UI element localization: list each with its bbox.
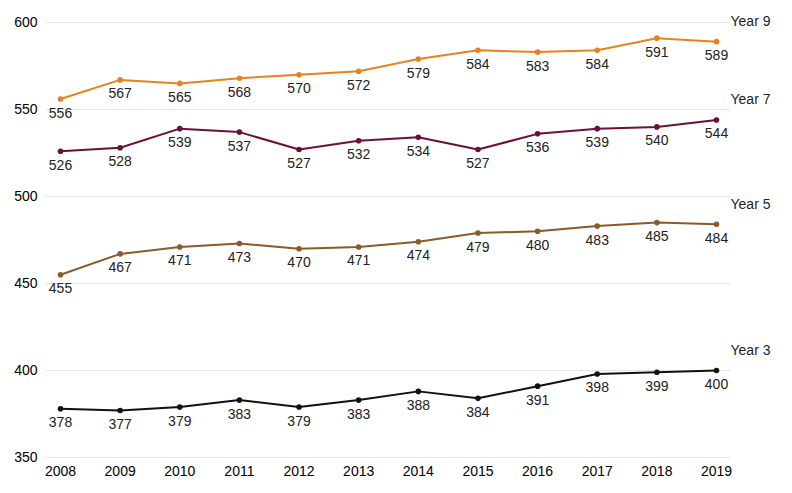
svg-text:391: 391	[526, 392, 550, 408]
svg-text:556: 556	[49, 105, 73, 121]
svg-text:579: 579	[407, 65, 431, 81]
svg-text:479: 479	[466, 239, 490, 255]
svg-text:2009: 2009	[105, 463, 136, 479]
svg-text:377: 377	[108, 416, 132, 432]
svg-text:398: 398	[586, 379, 610, 395]
svg-text:527: 527	[287, 155, 311, 171]
svg-text:536: 536	[526, 139, 550, 155]
svg-text:Year 9: Year 9	[731, 13, 771, 29]
svg-text:2014: 2014	[403, 463, 434, 479]
svg-text:2019: 2019	[701, 463, 732, 479]
svg-text:2013: 2013	[343, 463, 374, 479]
svg-text:591: 591	[645, 44, 669, 60]
svg-text:528: 528	[108, 153, 132, 169]
svg-text:378: 378	[49, 414, 73, 430]
svg-text:526: 526	[49, 157, 73, 173]
svg-text:539: 539	[586, 134, 610, 150]
svg-text:471: 471	[347, 252, 371, 268]
svg-text:379: 379	[168, 413, 192, 429]
svg-text:484: 484	[705, 230, 729, 246]
svg-text:Year 3: Year 3	[731, 342, 771, 358]
svg-text:544: 544	[705, 125, 729, 141]
svg-text:455: 455	[49, 280, 73, 296]
svg-text:399: 399	[645, 378, 669, 394]
svg-text:527: 527	[466, 155, 490, 171]
svg-text:550: 550	[14, 101, 38, 117]
svg-text:470: 470	[287, 254, 311, 270]
svg-text:400: 400	[14, 362, 38, 378]
svg-text:534: 534	[407, 143, 431, 159]
svg-text:532: 532	[347, 146, 371, 162]
svg-text:2018: 2018	[641, 463, 672, 479]
svg-text:539: 539	[168, 134, 192, 150]
svg-text:537: 537	[228, 138, 252, 154]
svg-text:540: 540	[645, 132, 669, 148]
svg-text:2012: 2012	[283, 463, 314, 479]
svg-text:485: 485	[645, 228, 669, 244]
svg-text:450: 450	[14, 275, 38, 291]
svg-text:388: 388	[407, 397, 431, 413]
svg-text:Year 7: Year 7	[731, 91, 771, 107]
svg-text:2015: 2015	[462, 463, 493, 479]
svg-text:473: 473	[228, 249, 252, 265]
svg-text:384: 384	[466, 404, 490, 420]
svg-text:383: 383	[347, 406, 371, 422]
svg-text:500: 500	[14, 188, 38, 204]
svg-text:583: 583	[526, 58, 550, 74]
svg-text:589: 589	[705, 47, 729, 63]
svg-text:350: 350	[14, 449, 38, 465]
svg-text:2010: 2010	[164, 463, 195, 479]
svg-text:379: 379	[287, 413, 311, 429]
svg-text:383: 383	[228, 406, 252, 422]
svg-text:400: 400	[705, 376, 729, 392]
svg-text:Year 5: Year 5	[731, 196, 771, 212]
svg-text:467: 467	[108, 259, 132, 275]
svg-text:2011: 2011	[224, 463, 254, 479]
svg-text:471: 471	[168, 252, 192, 268]
svg-text:2016: 2016	[522, 463, 553, 479]
svg-text:565: 565	[168, 89, 192, 105]
svg-text:480: 480	[526, 237, 550, 253]
svg-text:483: 483	[586, 232, 610, 248]
svg-text:2008: 2008	[45, 463, 76, 479]
svg-text:474: 474	[407, 247, 431, 263]
svg-text:600: 600	[14, 14, 38, 30]
svg-text:584: 584	[586, 56, 610, 72]
svg-text:570: 570	[287, 80, 311, 96]
svg-text:2017: 2017	[582, 463, 613, 479]
svg-text:572: 572	[347, 77, 371, 93]
svg-text:568: 568	[228, 84, 252, 100]
svg-text:584: 584	[466, 56, 490, 72]
svg-text:567: 567	[108, 85, 132, 101]
